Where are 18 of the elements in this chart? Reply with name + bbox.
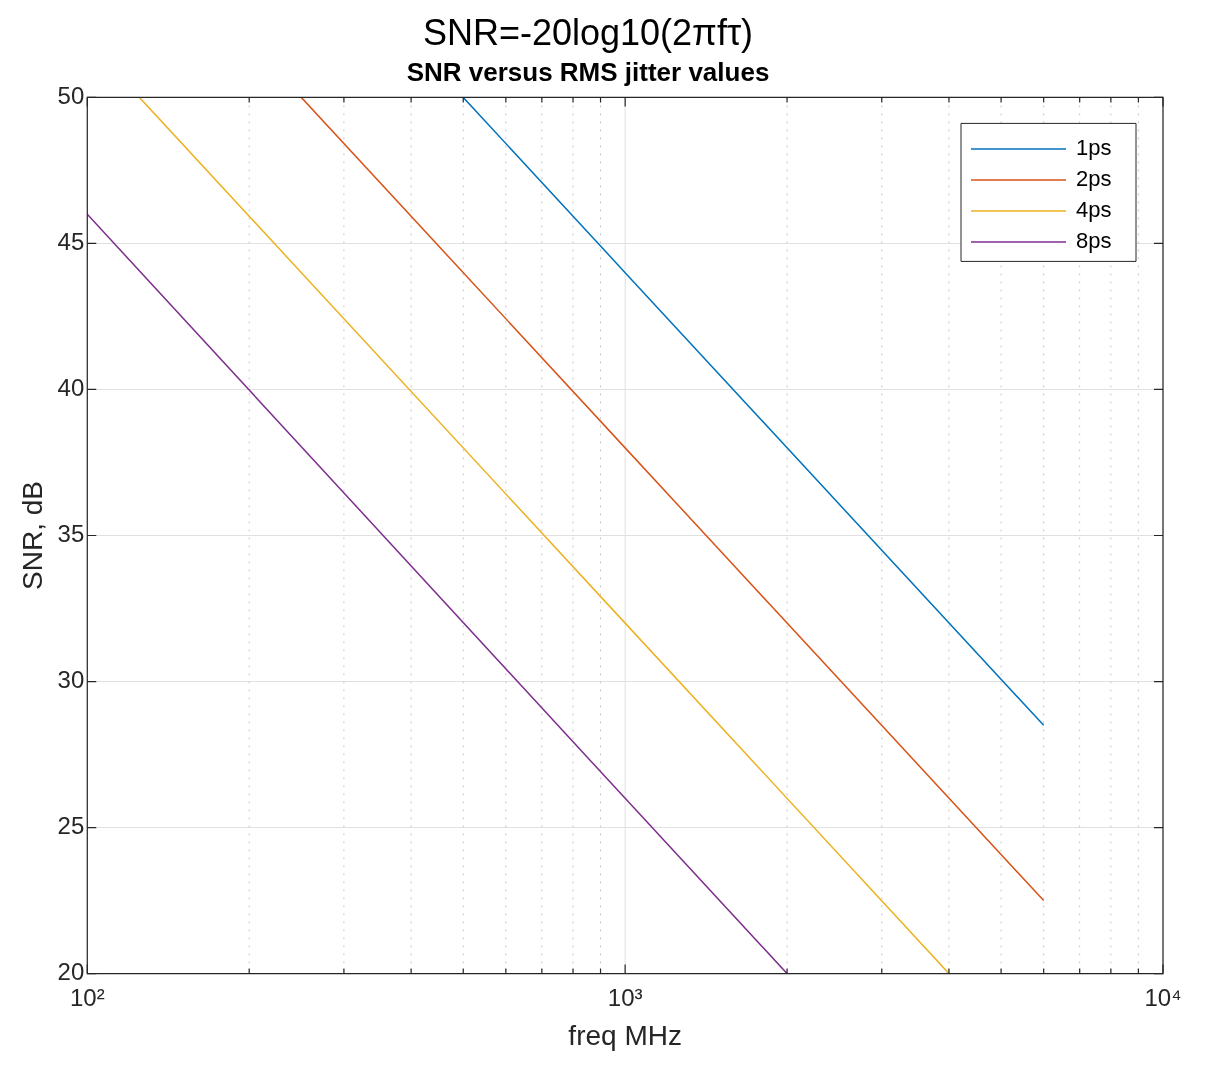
- x-tick-label: 10³: [607, 983, 643, 1011]
- y-tick-label: 50: [57, 82, 85, 110]
- chart-title: SNR=-20log10(2πfτ): [422, 11, 754, 53]
- y-tick-label: 40: [57, 374, 85, 402]
- y-tick-label: 30: [57, 666, 85, 694]
- y-tick-label: 25: [57, 812, 85, 840]
- legend-label: 2ps: [1076, 165, 1112, 191]
- x-tick-label: 10²: [69, 983, 105, 1011]
- chart-subtitle: SNR versus RMS jitter values: [406, 56, 770, 87]
- y-tick-label: 45: [57, 228, 85, 256]
- legend-label: 4ps: [1076, 196, 1112, 222]
- x-axis-title: freq MHz: [568, 1019, 682, 1051]
- y-axis-title: SNR, dB: [16, 481, 48, 590]
- x-tick-label: 10⁴: [1144, 983, 1182, 1011]
- y-tick-label: 35: [57, 520, 85, 548]
- legend-label: 8ps: [1076, 227, 1112, 253]
- legend-label: 1ps: [1076, 134, 1112, 160]
- y-tick-label: 20: [57, 958, 85, 986]
